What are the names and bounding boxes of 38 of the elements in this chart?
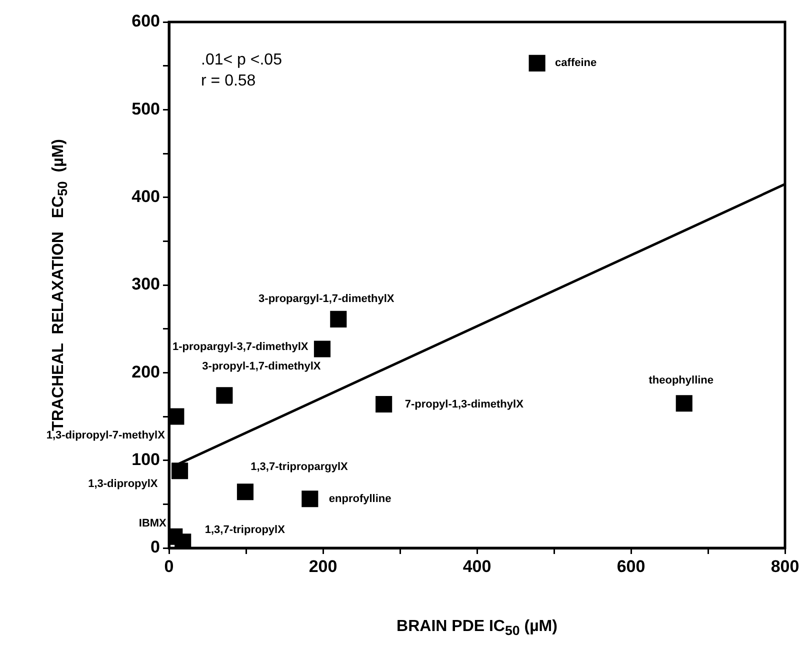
point bbox=[302, 490, 318, 508]
point bbox=[172, 462, 188, 480]
point bbox=[528, 54, 546, 72]
point bbox=[236, 484, 254, 500]
x-tick-label: 0 bbox=[164, 556, 174, 576]
annotation: IBMX bbox=[138, 518, 168, 530]
annotation: theophylline bbox=[648, 374, 714, 386]
point bbox=[174, 534, 192, 548]
point bbox=[376, 396, 392, 413]
y-tick-label: 0 bbox=[150, 538, 160, 557]
annotation: 1,3-dipropyl-7-methylX bbox=[46, 430, 166, 442]
y-tick-label: 400 bbox=[132, 187, 160, 206]
y-tick-label: 300 bbox=[132, 274, 160, 294]
annotation: 1,3,7-tripropylX bbox=[204, 524, 286, 536]
annotation: 1,3-dipropylX bbox=[88, 478, 158, 490]
point bbox=[314, 340, 331, 358]
y-tick-label: 200 bbox=[132, 362, 160, 382]
x-tick-label: 600 bbox=[616, 556, 646, 576]
x-tick-label: 400 bbox=[462, 556, 492, 576]
point bbox=[676, 395, 692, 412]
y-tick-label: 100 bbox=[132, 450, 160, 470]
x-tick-label: 800 bbox=[770, 556, 800, 576]
annotation: 1,3,7-tripropargylX bbox=[250, 460, 348, 473]
point bbox=[330, 310, 347, 328]
annotation: enprofylline bbox=[328, 492, 392, 505]
annotation: 1-propargyl-3,7-dimethylX bbox=[172, 341, 309, 354]
annotation: 3-propargyl-1,7-dimethylX bbox=[258, 293, 395, 306]
annotation: .01< p <.05 bbox=[201, 51, 282, 68]
annotation: 7-propyl-1,3-dimethylX bbox=[404, 398, 524, 410]
x-tick-label: 200 bbox=[308, 556, 338, 576]
annotation: r = 0.58 bbox=[201, 72, 256, 90]
y-tick-label: 600 bbox=[132, 12, 160, 31]
y-tick-label: 500 bbox=[132, 99, 160, 118]
point bbox=[216, 387, 233, 404]
annotation: caffeine bbox=[555, 57, 597, 70]
x-axis-title: BRAIN PDE IC$_{50}$ (µM) bbox=[396, 618, 558, 638]
point bbox=[169, 408, 184, 425]
annotation: 3-propyl-1,7-dimethylX bbox=[202, 360, 322, 372]
